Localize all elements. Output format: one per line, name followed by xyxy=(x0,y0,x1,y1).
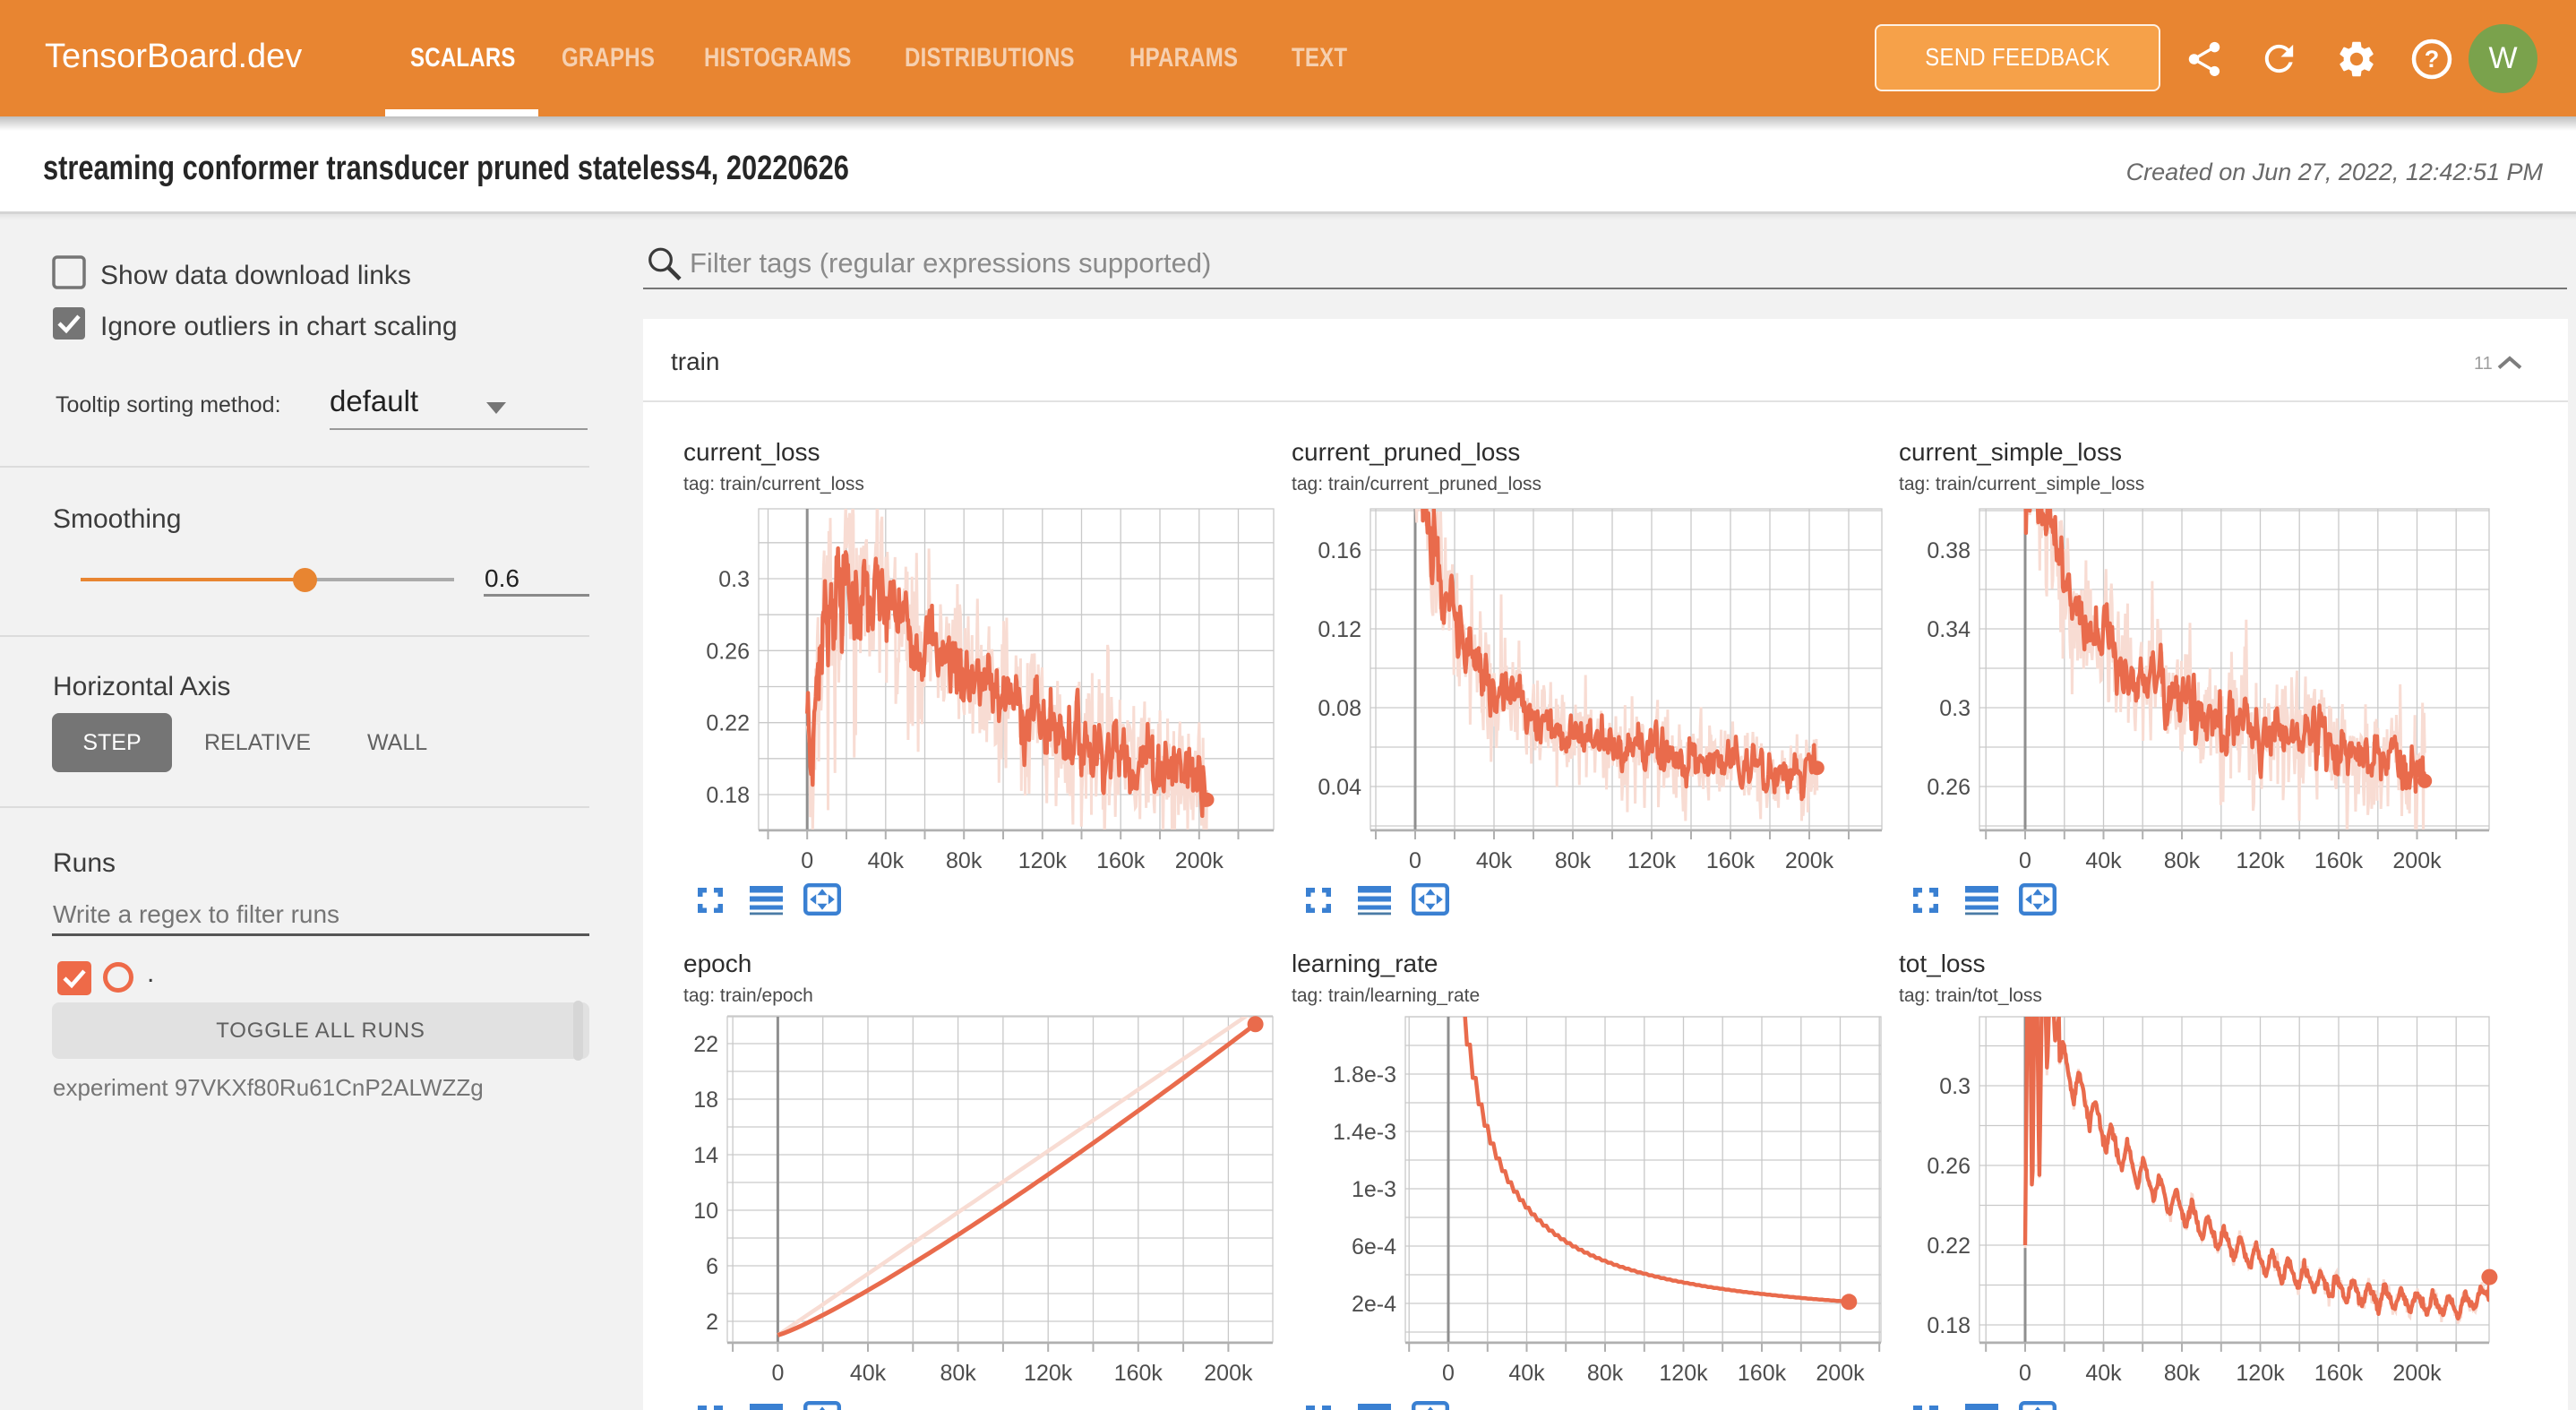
svg-text:0: 0 xyxy=(771,1361,784,1386)
svg-text:?: ? xyxy=(2425,46,2440,73)
svg-text:80k: 80k xyxy=(940,1361,976,1386)
svg-text:40k: 40k xyxy=(1508,1361,1545,1386)
svg-text:160k: 160k xyxy=(1738,1361,1787,1386)
svg-text:80k: 80k xyxy=(946,848,983,873)
svg-text:current_simple_loss: current_simple_loss xyxy=(1899,438,2122,466)
svg-text:0.3: 0.3 xyxy=(718,567,750,592)
svg-text:40k: 40k xyxy=(2085,848,2122,873)
svg-text:2e-4: 2e-4 xyxy=(1352,1292,1396,1317)
svg-text:0.18: 0.18 xyxy=(1927,1313,1971,1338)
svg-text:2: 2 xyxy=(706,1310,718,1335)
svg-text:tag: train/current_loss: tag: train/current_loss xyxy=(683,474,864,494)
svg-text:6: 6 xyxy=(706,1254,718,1279)
svg-text:tot_loss: tot_loss xyxy=(1899,950,1986,977)
svg-text:80k: 80k xyxy=(1555,848,1592,873)
svg-text:tag: train/tot_loss: tag: train/tot_loss xyxy=(1899,985,2042,1006)
svg-text:200k: 200k xyxy=(2392,848,2442,873)
svg-text:160k: 160k xyxy=(2314,848,2364,873)
svg-text:22: 22 xyxy=(693,1032,718,1057)
svg-text:0.12: 0.12 xyxy=(1318,617,1361,642)
svg-text:tag: train/learning_rate: tag: train/learning_rate xyxy=(1292,985,1480,1006)
svg-text:0.38: 0.38 xyxy=(1927,538,1971,563)
svg-text:0.34: 0.34 xyxy=(1927,617,1971,642)
svg-text:1e-3: 1e-3 xyxy=(1352,1177,1396,1202)
svg-text:epoch: epoch xyxy=(683,950,751,977)
svg-text:0.26: 0.26 xyxy=(1927,775,1971,800)
svg-text:80k: 80k xyxy=(1587,1361,1624,1386)
svg-text:40k: 40k xyxy=(868,848,905,873)
svg-text:80k: 80k xyxy=(2164,1361,2201,1386)
svg-text:40k: 40k xyxy=(2085,1361,2122,1386)
svg-text:120k: 120k xyxy=(1659,1361,1708,1386)
svg-text:40k: 40k xyxy=(1476,848,1513,873)
svg-text:160k: 160k xyxy=(1706,848,1756,873)
svg-text:current_loss: current_loss xyxy=(683,438,820,466)
svg-text:tag: train/current_simple_loss: tag: train/current_simple_loss xyxy=(1899,474,2144,494)
svg-text:120k: 120k xyxy=(1018,848,1068,873)
svg-text:120k: 120k xyxy=(1627,848,1677,873)
svg-text:10: 10 xyxy=(693,1199,718,1224)
svg-text:0.18: 0.18 xyxy=(706,783,750,808)
svg-text:14: 14 xyxy=(693,1143,718,1168)
svg-text:1.8e-3: 1.8e-3 xyxy=(1333,1062,1396,1088)
svg-text:learning_rate: learning_rate xyxy=(1292,950,1438,977)
svg-text:160k: 160k xyxy=(1096,848,1146,873)
svg-text:120k: 120k xyxy=(2236,1361,2285,1386)
svg-text:120k: 120k xyxy=(2236,848,2285,873)
svg-text:200k: 200k xyxy=(1175,848,1224,873)
svg-text:0: 0 xyxy=(1409,848,1421,873)
svg-text:200k: 200k xyxy=(2392,1361,2442,1386)
svg-text:80k: 80k xyxy=(2164,848,2201,873)
svg-text:0.16: 0.16 xyxy=(1318,538,1361,563)
svg-text:0: 0 xyxy=(2019,1361,2031,1386)
svg-text:200k: 200k xyxy=(1785,848,1834,873)
svg-text:200k: 200k xyxy=(1816,1361,1865,1386)
svg-text:0.26: 0.26 xyxy=(706,639,750,664)
svg-text:0: 0 xyxy=(1442,1361,1455,1386)
svg-text:18: 18 xyxy=(693,1088,718,1113)
svg-text:0.3: 0.3 xyxy=(1939,1074,1971,1099)
svg-text:160k: 160k xyxy=(2314,1361,2364,1386)
svg-text:0: 0 xyxy=(801,848,813,873)
svg-text:0.04: 0.04 xyxy=(1318,775,1361,800)
svg-text:40k: 40k xyxy=(850,1361,887,1386)
svg-text:120k: 120k xyxy=(1024,1361,1073,1386)
svg-text:0.26: 0.26 xyxy=(1927,1154,1971,1179)
svg-text:0.22: 0.22 xyxy=(706,711,750,736)
svg-text:0.08: 0.08 xyxy=(1318,696,1361,721)
svg-text:0: 0 xyxy=(2019,848,2031,873)
svg-text:160k: 160k xyxy=(1114,1361,1163,1386)
svg-text:200k: 200k xyxy=(1204,1361,1253,1386)
svg-text:current_pruned_loss: current_pruned_loss xyxy=(1292,438,1520,466)
svg-text:1.4e-3: 1.4e-3 xyxy=(1333,1120,1396,1145)
svg-text:6e-4: 6e-4 xyxy=(1352,1234,1396,1260)
svg-text:0.3: 0.3 xyxy=(1939,696,1971,721)
svg-text:tag: train/epoch: tag: train/epoch xyxy=(683,985,813,1006)
svg-text:0.22: 0.22 xyxy=(1927,1234,1971,1259)
svg-text:tag: train/current_pruned_loss: tag: train/current_pruned_loss xyxy=(1292,474,1541,494)
